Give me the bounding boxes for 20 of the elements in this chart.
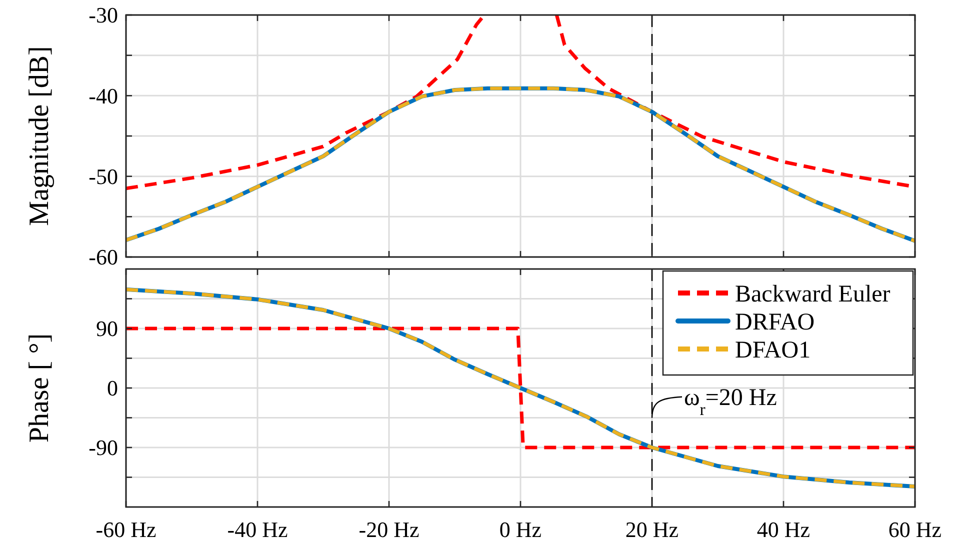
legend-label: Backward Euler	[735, 281, 890, 308]
x-tick-label: -20 Hz	[358, 517, 420, 542]
y-axis-title: Phase [ °]	[24, 333, 55, 443]
x-tick-label: 20 Hz	[625, 517, 679, 542]
y-tick-label: -90	[88, 435, 118, 460]
y-tick-label: -30	[88, 2, 118, 28]
ref-line-label: ω$_{r}$=20 Hz	[684, 384, 777, 418]
legend-label: DRFAO	[735, 309, 815, 336]
y-tick-label: 0	[107, 376, 118, 401]
x-tick-label: -40 Hz	[227, 517, 288, 542]
x-tick-label: 0 Hz	[499, 517, 542, 542]
y-tick-label: 90	[96, 316, 118, 342]
x-tick-label: 60 Hz	[888, 517, 942, 542]
y-tick-label: -40	[88, 83, 118, 108]
y-axis-title: Magnitude [dB]	[24, 46, 55, 226]
x-tick-label: 40 Hz	[756, 517, 810, 542]
x-tick-label: -60 Hz	[96, 517, 156, 542]
y-tick-label: -50	[88, 164, 118, 190]
legend-label: DFAO1	[735, 337, 811, 364]
y-tick-label: -60	[88, 244, 118, 270]
